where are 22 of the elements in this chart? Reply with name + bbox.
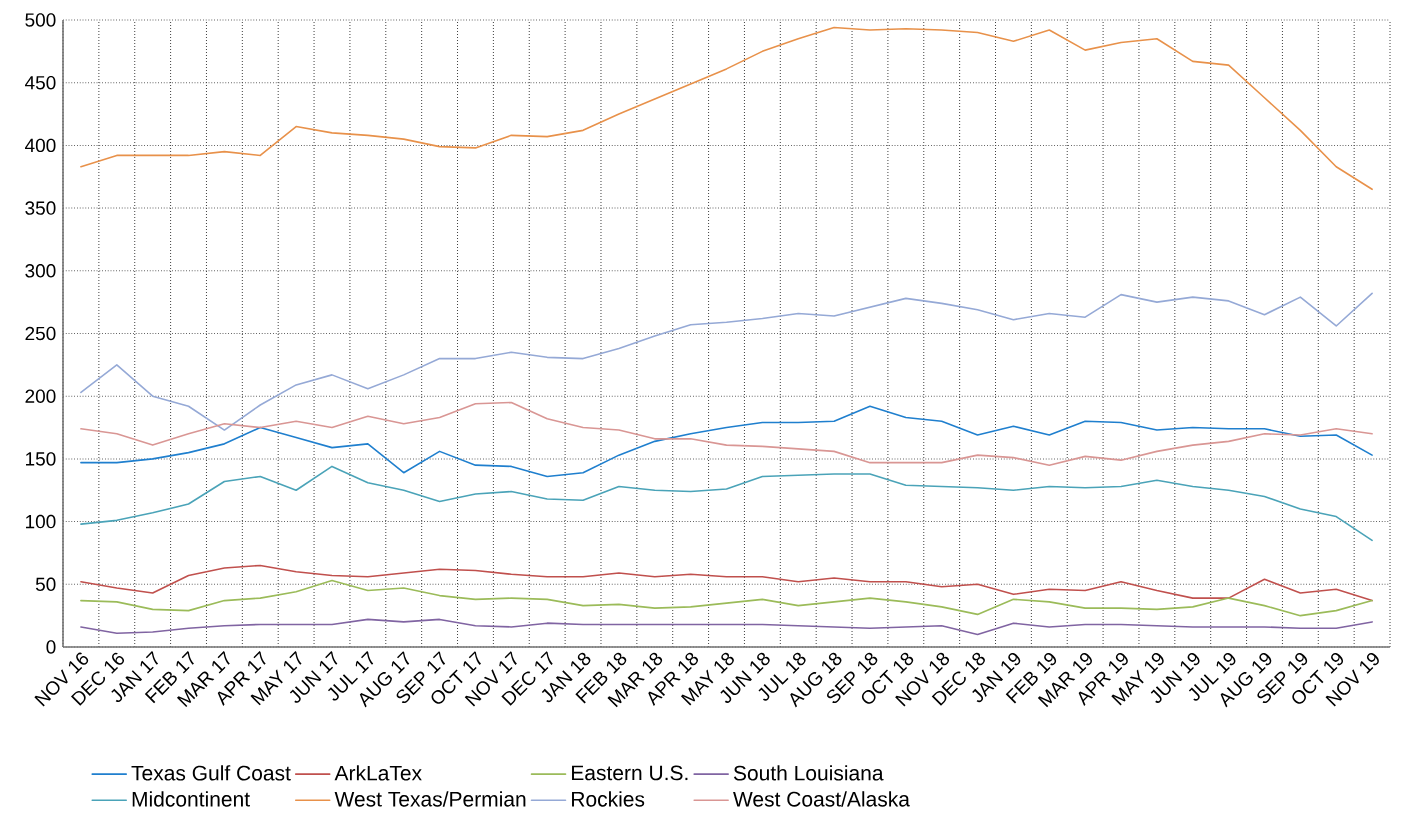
line-series bbox=[80, 579, 1373, 617]
y-tick-label: 300 bbox=[25, 264, 56, 278]
legend-label: West Texas/Permian bbox=[334, 791, 526, 807]
y-tick-label: 500 bbox=[25, 13, 56, 27]
y-tick-label: 100 bbox=[26, 514, 56, 529]
line-series bbox=[80, 465, 1373, 542]
y-tick-label: 150 bbox=[26, 452, 56, 466]
y-tick-label: 200 bbox=[25, 389, 56, 403]
y-tick-label: 350 bbox=[25, 201, 56, 215]
y-tick-label: 400 bbox=[25, 138, 56, 153]
legend-label: Texas Gulf Coast bbox=[131, 765, 291, 781]
legend-label: ArkLaTex bbox=[334, 765, 422, 781]
line-series bbox=[80, 405, 1373, 478]
legend-label: Eastern U.S. bbox=[572, 765, 688, 781]
y-tick-label: 250 bbox=[25, 326, 56, 341]
y-tick-label: 0 bbox=[46, 640, 56, 654]
y-tick-label: 450 bbox=[25, 75, 56, 90]
y-tick-label: 50 bbox=[35, 577, 56, 592]
legend-label: Rockies bbox=[572, 791, 645, 807]
legend-label: South Louisiana bbox=[733, 765, 884, 781]
legend-label: Midcontinent bbox=[132, 791, 250, 807]
legend-label: West Coast/Alaska bbox=[733, 791, 910, 807]
